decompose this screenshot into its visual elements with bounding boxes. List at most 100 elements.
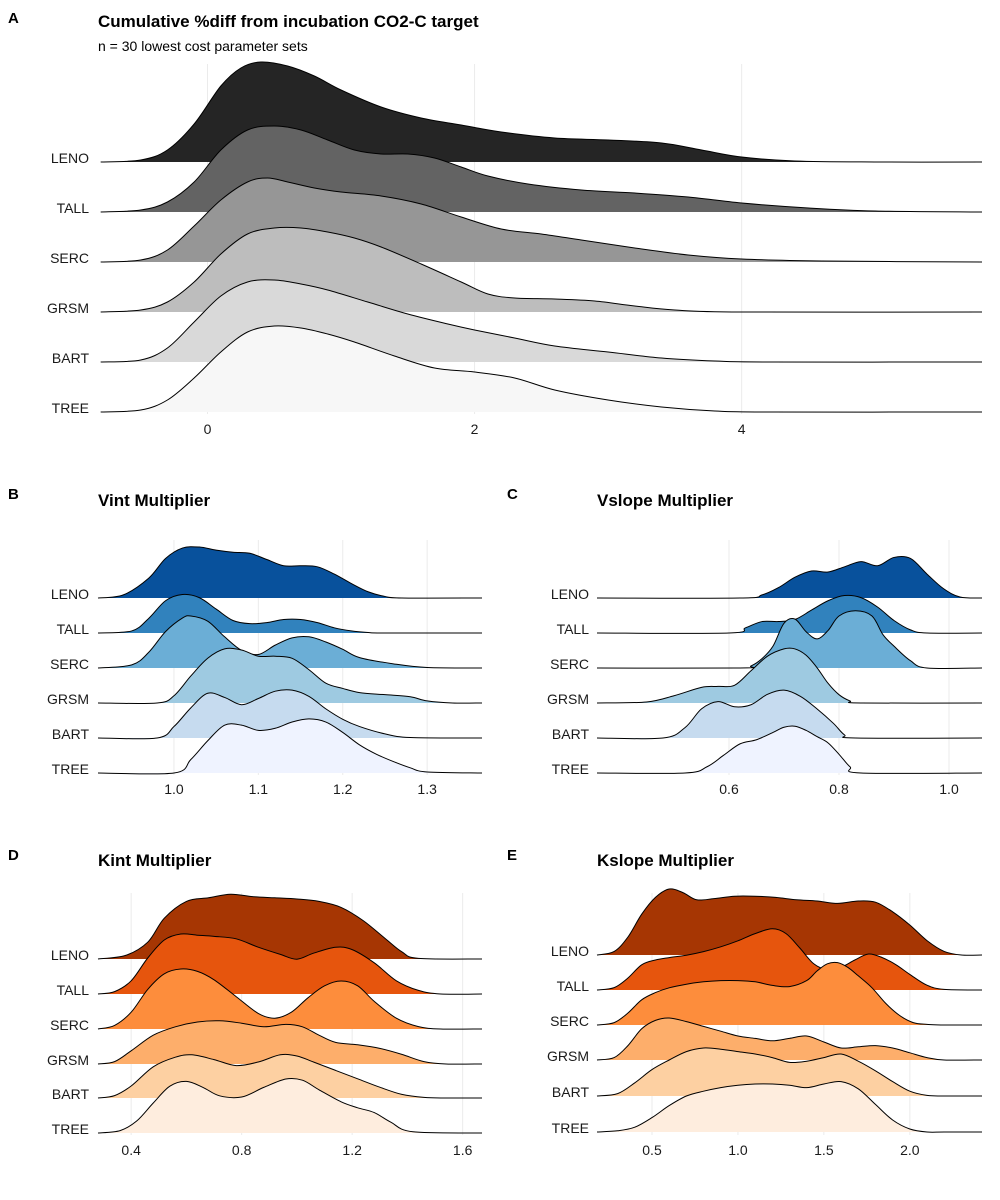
ridge-outline	[596, 610, 983, 670]
ridge-outline	[596, 1080, 982, 1133]
ridge-outline	[97, 1077, 483, 1134]
ridge-outline	[100, 325, 983, 413]
ridge-outline	[100, 177, 983, 263]
ridge-outline	[97, 718, 483, 775]
y-label-leno: LENO	[51, 150, 89, 166]
y-label-grsm: GRSM	[547, 691, 589, 707]
ridge-outline	[97, 615, 483, 669]
panel-b-plot-area: LENO TALL SERC GRSM BART TREE 1.0 1.1 1.2 1.3	[47, 540, 483, 797]
y-label-bart: BART	[552, 726, 590, 742]
panel-e-kslope-multiplier: E Kslope Multiplier LENO TALL SERC GRSM BART…	[507, 847, 983, 1158]
ridge-area	[597, 1047, 982, 1097]
ridge-outline	[596, 1017, 983, 1061]
ridge-leno	[97, 546, 483, 599]
ridge-outline	[596, 888, 983, 956]
y-label-leno: LENO	[551, 586, 589, 602]
panel-letter-e: E	[507, 847, 517, 864]
ridge-tall	[596, 594, 983, 634]
ridge-outline	[97, 1053, 483, 1099]
ridge-outline	[97, 968, 483, 1030]
ridge-outline	[97, 933, 483, 995]
ridge-tall	[97, 593, 483, 634]
ridge-outline	[596, 594, 983, 634]
y-label-bart: BART	[52, 726, 90, 742]
panel-letter-c: C	[507, 486, 518, 503]
ridge-area	[98, 1078, 482, 1134]
panel-a-subtitle: n = 30 lowest cost parameter sets	[98, 38, 308, 54]
ridge-serc	[596, 961, 983, 1026]
ridge-outline	[100, 61, 983, 163]
y-label-grsm: GRSM	[47, 1052, 89, 1068]
y-label-tall: TALL	[557, 978, 590, 994]
ridge-outline	[97, 893, 483, 960]
y-label-serc: SERC	[50, 656, 89, 672]
y-label-tree: TREE	[52, 761, 89, 777]
panel-letter-a: A	[8, 10, 19, 27]
panel-e-title: Kslope Multiplier	[597, 851, 734, 870]
ridge-outline	[596, 689, 983, 740]
x-tick-label: 0.8	[232, 1142, 252, 1158]
ridge-leno	[596, 555, 983, 599]
y-label-serc: SERC	[550, 1013, 589, 1029]
ridge-area	[597, 962, 982, 1026]
ridge-serc	[596, 610, 983, 670]
ridge-outline	[97, 1020, 483, 1065]
y-label-serc: SERC	[50, 250, 89, 266]
panel-c-title: Vslope Multiplier	[597, 491, 733, 510]
panel-letter-d: D	[8, 847, 19, 864]
y-label-tall: TALL	[57, 200, 90, 216]
x-tick-label: 4	[738, 421, 746, 437]
y-label-tall: TALL	[57, 982, 90, 998]
ridge-grsm	[596, 647, 983, 704]
x-tick-label: 0.5	[642, 1142, 662, 1158]
y-label-tree: TREE	[552, 1120, 589, 1136]
ridge-outline	[97, 689, 483, 740]
ridge-outline	[97, 647, 483, 705]
ridge-outline	[100, 279, 983, 363]
y-label-bart: BART	[52, 1086, 90, 1102]
ridge-area	[98, 594, 482, 634]
ridge-tree	[97, 1077, 483, 1134]
y-label-grsm: GRSM	[47, 691, 89, 707]
x-tick-label: 1.3	[417, 781, 437, 797]
ridge-outline	[596, 961, 983, 1026]
x-tick-label: 1.0	[164, 781, 184, 797]
ridge-tree	[97, 718, 483, 775]
ridge-outline	[596, 647, 983, 704]
x-tick-label: 1.0	[728, 1142, 748, 1158]
panel-d-kint-multiplier: D Kint Multiplier LENO TALL SERC GRSM BART TR…	[8, 847, 483, 1158]
ridge-area	[597, 928, 982, 990]
panel-letter-b: B	[8, 486, 19, 503]
x-tick-label: 1.1	[249, 781, 269, 797]
ridge-area	[597, 648, 982, 704]
ridge-tree	[100, 325, 983, 413]
ridge-leno	[596, 888, 983, 956]
x-tick-label: 1.2	[342, 1142, 362, 1158]
ridge-bart	[97, 689, 483, 740]
panel-a-title: Cumulative %diff from incubation CO2-C t…	[98, 12, 479, 31]
ridge-area	[597, 690, 982, 739]
y-label-bart: BART	[52, 350, 90, 366]
panel-a-plot-area: LENO TALL SERC GRSM BART TREE 0 2 4	[47, 61, 983, 437]
y-label-leno: LENO	[551, 943, 589, 959]
x-tick-label: 1.5	[814, 1142, 834, 1158]
ridge-area	[597, 610, 982, 669]
y-label-tree: TREE	[52, 1121, 89, 1137]
x-tick-label: 0.4	[121, 1142, 141, 1158]
y-label-tree: TREE	[52, 400, 89, 416]
x-tick-label: 0.8	[829, 781, 849, 797]
ridge-serc	[97, 968, 483, 1030]
ridge-area	[98, 718, 482, 774]
ridge-area	[98, 648, 482, 704]
ridge-area	[98, 546, 482, 599]
y-label-leno: LENO	[51, 586, 89, 602]
panel-d-title: Kint Multiplier	[98, 851, 212, 870]
x-tick-label: 1.6	[453, 1142, 473, 1158]
y-label-serc: SERC	[550, 656, 589, 672]
ridge-area	[98, 968, 482, 1030]
y-label-grsm: GRSM	[47, 300, 89, 316]
x-tick-label: 0.6	[719, 781, 739, 797]
ridge-bart	[596, 1047, 983, 1097]
ridge-area	[597, 725, 982, 774]
